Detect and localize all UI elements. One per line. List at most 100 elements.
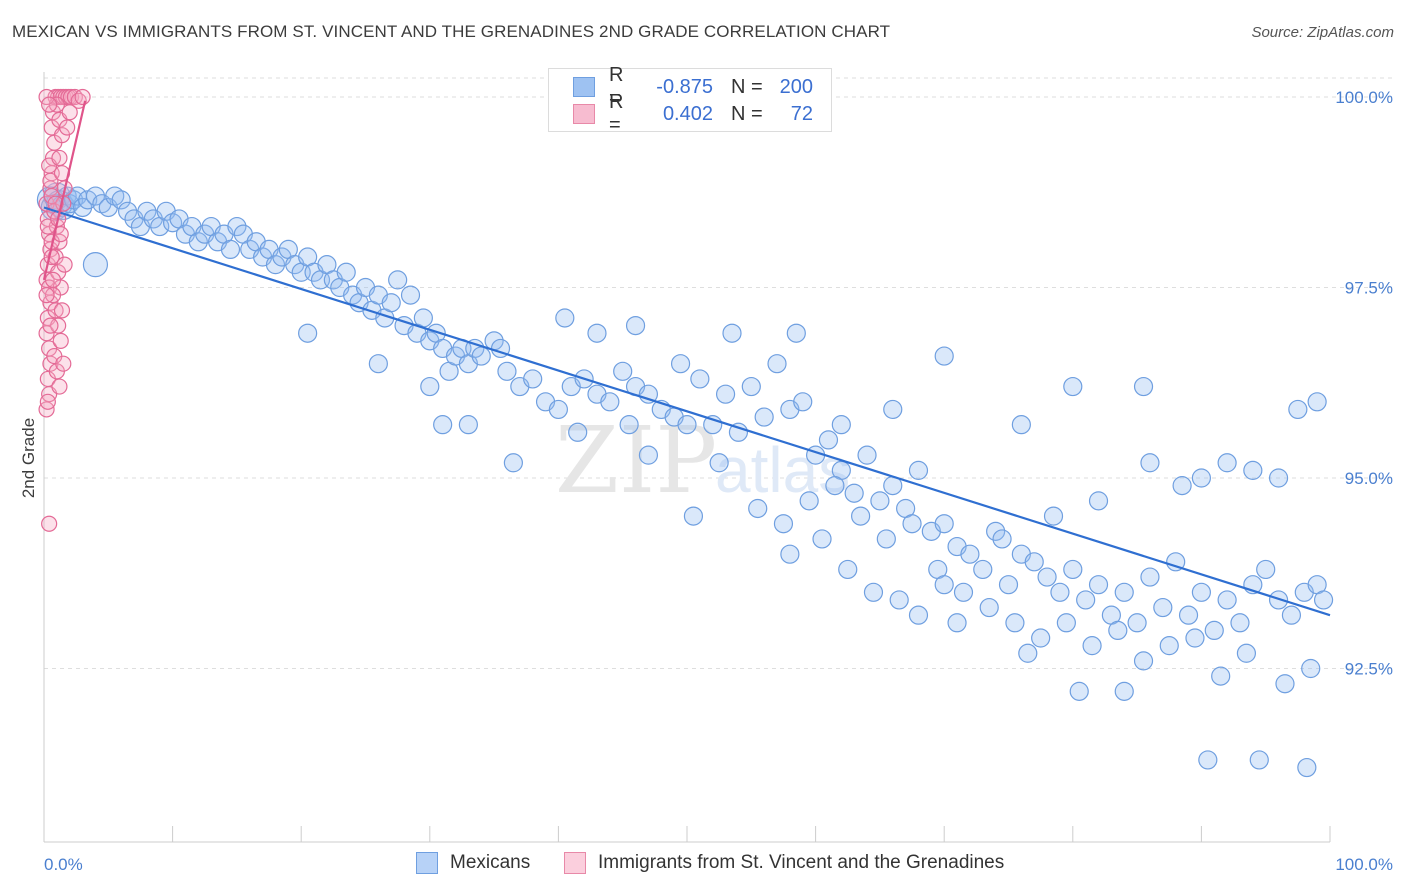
point-immigrants (55, 355, 72, 372)
point-mexicans (902, 514, 922, 534)
point-immigrants (38, 287, 55, 304)
y-tick-label: 95.0% (1345, 469, 1393, 488)
point-mexicans (1211, 666, 1231, 686)
point-mexicans (709, 453, 729, 473)
point-mexicans (1268, 468, 1289, 488)
point-mexicans (754, 407, 774, 427)
point-mexicans (458, 415, 478, 435)
legend-swatch-immigrants (573, 104, 595, 124)
legend-label-mexicans: Mexicans (450, 852, 531, 873)
point-mexicans (690, 369, 710, 389)
point-immigrants (74, 88, 91, 106)
point-mexicans (1275, 674, 1295, 694)
point-mexicans (870, 491, 890, 511)
legend-swatch-immigrants (564, 852, 586, 874)
trend-lines (42, 100, 1331, 617)
point-mexicans (568, 422, 588, 442)
point-mexicans (1191, 468, 1212, 488)
point-mexicans (1230, 613, 1250, 633)
point-mexicans (523, 369, 543, 389)
y-tick-label: 100.0% (1335, 88, 1393, 107)
point-mexicans (1005, 613, 1025, 633)
point-mexicans (934, 346, 954, 366)
point-mexicans (117, 201, 138, 221)
point-immigrants (41, 515, 58, 532)
point-immigrants (38, 325, 55, 342)
point-mexicans (973, 559, 993, 580)
point-mexicans (85, 186, 106, 206)
point-mexicans (1236, 643, 1257, 663)
point-immigrants (39, 393, 56, 410)
point-mexicans (1088, 575, 1109, 595)
point-mexicans (953, 582, 974, 602)
point-mexicans (818, 430, 839, 450)
point-mexicans (844, 483, 864, 503)
point-mexicans (1063, 559, 1083, 580)
point-mexicans (227, 216, 247, 237)
point-mexicans (1114, 582, 1134, 602)
point-mexicans (420, 376, 440, 397)
point-mexicans (908, 605, 929, 625)
point-mexicans (1301, 658, 1321, 679)
point-mexicans (220, 239, 241, 259)
point-mexicans (188, 232, 208, 252)
point-mexicans (908, 460, 929, 480)
point-immigrants (56, 256, 73, 273)
point-mexicans (748, 498, 768, 519)
y-tick-label: 92.5% (1345, 660, 1393, 679)
series-mexicans (36, 182, 1334, 778)
point-immigrants (53, 302, 71, 319)
point-mexicans (1198, 750, 1218, 770)
trend-line-mexicans (43, 206, 1331, 617)
point-mexicans (298, 323, 318, 343)
point-mexicans (497, 361, 517, 381)
point-mexicans (388, 270, 408, 290)
point-mexicans (1249, 750, 1269, 770)
point-mexicans (381, 293, 401, 313)
point-mexicans (1204, 620, 1224, 641)
point-mexicans (683, 506, 704, 526)
point-mexicans (1166, 552, 1186, 572)
point-mexicans (863, 582, 884, 602)
point-mexicans (715, 384, 736, 404)
legend-row-immigrants: R = 0.402 N = 72 (573, 91, 813, 136)
point-mexicans (934, 514, 954, 534)
point-mexicans (934, 575, 954, 595)
point-mexicans (1063, 376, 1083, 397)
point-mexicans (825, 476, 845, 496)
point-immigrants (59, 119, 76, 136)
gridlines (44, 77, 1392, 669)
point-mexicans (471, 346, 491, 366)
point-immigrants (47, 302, 64, 319)
point-mexicans (1153, 597, 1173, 618)
point-mexicans (1076, 590, 1096, 610)
point-mexicans (1243, 460, 1263, 480)
point-mexicans (1037, 567, 1057, 587)
point-mexicans (960, 544, 980, 564)
point-mexicans (812, 529, 832, 549)
point-mexicans (1133, 376, 1154, 397)
point-mexicans (1217, 590, 1237, 610)
point-mexicans (400, 285, 421, 305)
legend-n-label: N = (731, 75, 763, 98)
point-mexicans (1159, 636, 1179, 656)
point-mexicans (979, 597, 999, 618)
point-mexicans (1082, 636, 1102, 656)
watermark-atlas: atlas (715, 434, 850, 506)
point-mexicans (998, 575, 1019, 595)
legend-swatch-mexicans (573, 77, 595, 97)
point-mexicans (1217, 453, 1237, 473)
point-mexicans (773, 514, 794, 534)
point-mexicans (368, 354, 388, 374)
y-tick-label: 97.5% (1345, 279, 1393, 298)
point-mexicans (1191, 582, 1212, 602)
chart-title: MEXICAN VS IMMIGRANTS FROM ST. VINCENT A… (12, 22, 891, 41)
point-mexicans (413, 308, 433, 328)
point-mexicans (1018, 643, 1038, 663)
point-mexicans (555, 308, 575, 328)
point-mexicans (992, 529, 1012, 549)
point-mexicans (851, 506, 871, 526)
point-immigrants (51, 378, 68, 395)
point-mexicans (883, 399, 903, 420)
